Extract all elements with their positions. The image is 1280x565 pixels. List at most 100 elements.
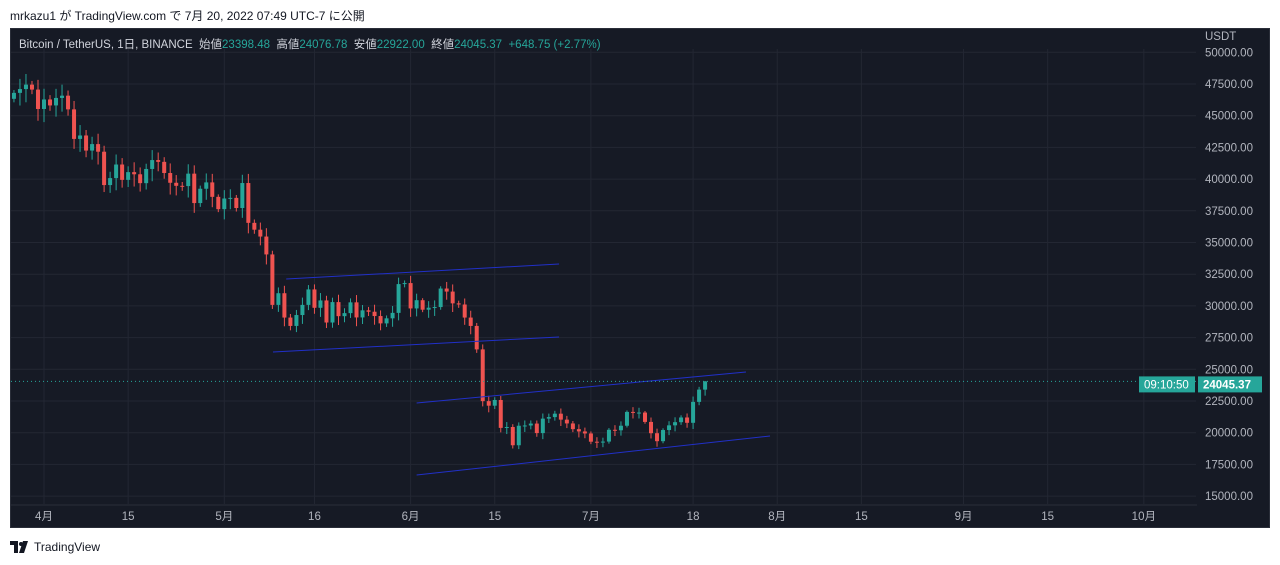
candle-body — [570, 423, 575, 430]
candle-body — [318, 300, 323, 308]
price-tick-label: 50000.00 — [1205, 47, 1253, 59]
candle-body — [120, 164, 125, 180]
candle-body — [402, 283, 407, 285]
price-tick-label: 30000.00 — [1205, 301, 1253, 313]
candle-body — [606, 429, 611, 442]
candle-body — [703, 381, 708, 390]
candle-body — [288, 317, 293, 326]
candle-body — [685, 417, 690, 423]
candle-body — [492, 399, 497, 406]
candle-body — [414, 300, 419, 309]
candle-body — [612, 429, 617, 431]
candle-body — [540, 418, 545, 434]
candle-body — [582, 431, 587, 434]
candle-body — [84, 135, 89, 151]
candle-body — [468, 317, 473, 326]
time-tick-label: 15 — [1041, 511, 1054, 523]
candle-body — [426, 307, 431, 310]
candle-body — [306, 289, 311, 305]
time-tick-label: 4月 — [35, 511, 53, 523]
candle-body — [588, 433, 593, 442]
currency-label: USDT — [1205, 31, 1236, 43]
trendline[interactable] — [416, 371, 747, 404]
chart-panel[interactable]: 4月 15 5月 16 6月 15 7月 18 8月 15 9月 15 10月 50000.00 47500… — [10, 28, 1270, 528]
candle-body — [618, 425, 623, 431]
candle-body — [17, 89, 22, 93]
low-value: 22922.00 — [376, 39, 425, 51]
trendline[interactable] — [416, 435, 771, 476]
price-tick-label: 47500.00 — [1205, 79, 1253, 91]
candle-body — [390, 312, 395, 319]
countdown-badge — [1139, 376, 1195, 393]
high-value: 24076.78 — [299, 39, 348, 51]
candle-body — [198, 188, 203, 204]
close-value: 24045.37 — [454, 39, 503, 51]
symbol-legend: Bitcoin / TetherUS, 1日, BINANCE 始値23398.… — [19, 36, 601, 52]
candle-body — [174, 182, 179, 186]
candle-body — [126, 172, 131, 180]
time-tick-label: 9月 — [955, 511, 973, 523]
candle-body — [270, 254, 275, 305]
candle-body — [222, 198, 227, 210]
candle-body — [144, 168, 149, 184]
candle-body — [655, 433, 660, 442]
price-tick-label: 35000.00 — [1205, 238, 1253, 250]
candle-body — [324, 300, 329, 323]
candle-body — [66, 95, 71, 110]
candle-body — [180, 185, 185, 187]
candle-body — [450, 291, 455, 304]
candle-body — [600, 441, 605, 443]
candle-body — [138, 174, 143, 184]
time-tick-label: 15 — [855, 511, 868, 523]
candle-body — [162, 161, 167, 174]
price-tick-label: 45000.00 — [1205, 111, 1253, 123]
last-price-value: 24045.37 — [1203, 379, 1251, 391]
price-chart[interactable]: 4月 15 5月 16 6月 15 7月 18 8月 15 9月 15 10月 50000.00 47500… — [11, 29, 1269, 527]
candle-body — [72, 109, 77, 139]
brand-name: TradingView — [34, 540, 101, 554]
candle-body — [691, 401, 696, 423]
candle-body — [408, 283, 413, 309]
candle-body — [252, 222, 257, 230]
low-label: 安値 — [353, 39, 377, 51]
candle-body — [474, 325, 479, 350]
footer-brand[interactable]: TradingView — [10, 540, 100, 554]
candle-body — [643, 412, 647, 422]
candle-body — [456, 303, 461, 305]
trendline[interactable] — [286, 263, 560, 280]
price-tick-label: 37500.00 — [1205, 206, 1253, 218]
close-label: 終値 — [431, 39, 455, 51]
candle-body — [336, 302, 341, 317]
candle-body — [396, 284, 401, 313]
open-label: 始値 — [199, 39, 223, 51]
candle-body — [546, 417, 551, 419]
price-tick-label: 20000.00 — [1205, 428, 1253, 440]
candle-body — [372, 311, 377, 317]
candle-body — [186, 173, 191, 187]
candle-body — [432, 307, 437, 309]
candle-body — [108, 178, 113, 186]
open-value: 23398.48 — [222, 39, 270, 51]
tradingview-logo-icon — [10, 541, 28, 553]
candle-body — [264, 236, 269, 255]
candle-body — [29, 84, 34, 90]
time-tick-label: 16 — [308, 511, 321, 523]
candle-body — [552, 413, 557, 418]
price-axis — [1197, 29, 1269, 527]
high-label: 高値 — [276, 39, 300, 51]
candle-body — [204, 182, 209, 189]
trendline[interactable] — [272, 336, 560, 353]
last-price-badge — [1198, 376, 1262, 393]
candle-body — [234, 197, 239, 209]
time-tick-label: 10月 — [1132, 511, 1156, 523]
candle-body — [564, 419, 569, 424]
candle-body — [649, 421, 654, 434]
candle-body — [498, 399, 503, 428]
candle-body — [11, 92, 16, 99]
price-tick-label: 22500.00 — [1205, 396, 1253, 408]
candle-body — [510, 426, 515, 446]
candle-body — [594, 441, 599, 443]
time-tick-label: 5月 — [215, 511, 233, 523]
candle-body — [528, 423, 533, 426]
candle-body — [348, 302, 353, 314]
